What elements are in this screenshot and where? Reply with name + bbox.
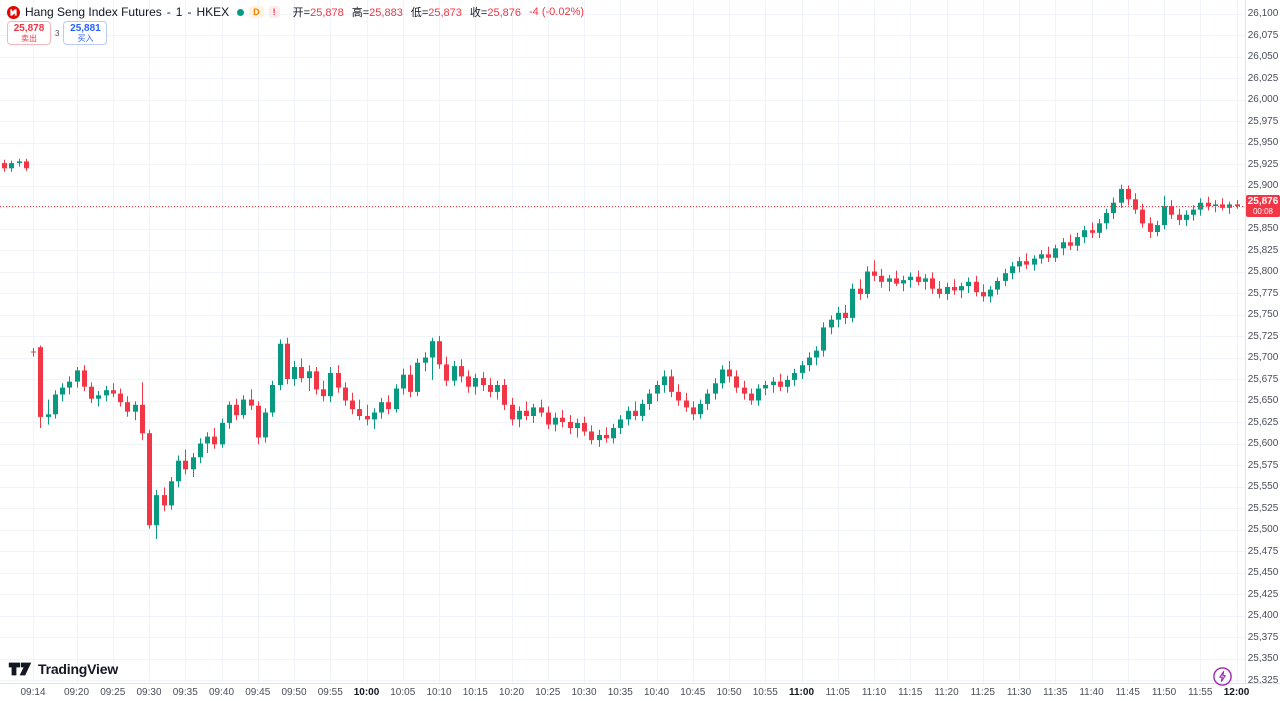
time-tick: 09:45	[245, 687, 271, 698]
change-value: -4 (-0.02%)	[529, 6, 585, 18]
time-tick: 11:00	[788, 687, 815, 698]
time-tick: 11:05	[825, 687, 850, 698]
time-tick: 11:55	[1188, 687, 1213, 698]
symbol-name: Hang Seng Index Futures	[25, 5, 162, 19]
chart-interval: 1	[175, 5, 183, 19]
time-tick: 11:10	[861, 687, 887, 698]
time-tick: 09:35	[172, 687, 198, 698]
price-tick: 25,675	[1247, 373, 1279, 385]
time-tick: 11:40	[1079, 687, 1104, 698]
time-axis[interactable]: 09:14 09:20 09:25 09:30 09:35 09:40 09:45 09:50…	[0, 683, 1280, 701]
price-tick: 25,925	[1247, 158, 1279, 170]
time-tick: 10:00	[353, 687, 380, 698]
candlestick-chart[interactable]	[0, 0, 1245, 683]
price-tick: 25,900	[1247, 180, 1279, 191]
time-tick: 10:55	[752, 687, 778, 698]
price-tick: 25,525	[1247, 502, 1279, 514]
sell-label: 卖出	[21, 34, 37, 43]
symbol-title[interactable]: Hang Seng Index Futures - 1 - HKEX	[25, 5, 230, 19]
price-tick: 26,100	[1247, 8, 1279, 19]
price-tick: 25,500	[1247, 524, 1279, 535]
price-tick: 25,750	[1247, 309, 1279, 320]
price-tick: 25,800	[1247, 266, 1279, 277]
time-tick: 10:50	[716, 687, 742, 698]
price-tick: 25,625	[1247, 416, 1279, 428]
time-tick: 10:35	[607, 687, 633, 698]
tradingview-logo[interactable]: TradingView	[8, 661, 118, 677]
close-value: 25,876	[487, 7, 522, 19]
price-tick: 25,775	[1247, 287, 1279, 299]
price-tick: 25,700	[1247, 352, 1279, 363]
time-tick: 10:45	[680, 687, 706, 698]
buy-label: 买入	[77, 34, 94, 43]
last-price-value: 25,876	[1247, 196, 1279, 208]
ohlc-readout: 开=25,878 高=25,883 低=25,873 收=25,876 -4 (…	[292, 6, 585, 19]
time-tick: 09:40	[208, 687, 235, 698]
time-tick: 09:30	[136, 687, 162, 698]
price-tick: 25,725	[1247, 330, 1279, 342]
price-tick: 25,600	[1247, 438, 1279, 449]
price-tick: 25,400	[1247, 610, 1279, 621]
price-tick: 26,000	[1247, 94, 1279, 105]
time-tick: 11:35	[1043, 687, 1068, 698]
time-tick: 12:00	[1223, 687, 1250, 698]
price-tick: 25,975	[1247, 115, 1279, 127]
high-value: 25,883	[369, 7, 403, 19]
price-tick: 25,475	[1247, 545, 1279, 557]
price-tick: 25,375	[1247, 631, 1279, 643]
price-tick: 25,350	[1247, 653, 1279, 664]
symbol-legend: Hang Seng Index Futures - 1 - HKEX D ! 开…	[7, 4, 584, 20]
price-tick: 25,825	[1247, 244, 1279, 256]
last-price-label: 25,876 00:08	[1246, 195, 1280, 218]
price-tick: 25,575	[1247, 459, 1279, 471]
buy-price: 25,881	[70, 23, 101, 34]
time-tick: 10:20	[498, 687, 525, 698]
lightning-icon[interactable]	[1212, 666, 1233, 687]
sell-price: 25,878	[13, 23, 45, 34]
time-tick: 09:25	[100, 687, 126, 698]
low-value: 25,873	[428, 7, 462, 19]
time-tick: 09:20	[63, 687, 90, 698]
time-tick: 11:30	[1006, 687, 1032, 698]
time-tick: 10:30	[571, 687, 597, 698]
time-tick: 11:25	[970, 687, 995, 698]
time-tick: 10:40	[643, 687, 670, 698]
time-tick: 10:10	[426, 687, 452, 698]
sell-button[interactable]: 25,878 卖出	[7, 21, 51, 45]
time-tick: 09:50	[281, 687, 307, 698]
price-axis[interactable]: 25,325 25,350 25,375 25,400 25,425 25,450 25,4…	[1245, 0, 1280, 686]
price-tick: 26,075	[1247, 29, 1279, 41]
price-tick: 25,425	[1247, 588, 1279, 600]
buy-button[interactable]: 25,881 买入	[63, 21, 108, 45]
time-tick: 11:50	[1151, 687, 1177, 698]
tradingview-logo-text: TradingView	[38, 661, 119, 677]
time-tick: 11:45	[1115, 687, 1140, 698]
time-tick: 10:05	[390, 687, 416, 698]
time-tick: 11:20	[934, 687, 959, 698]
price-tick: 26,025	[1247, 72, 1279, 84]
time-tick: 10:25	[535, 687, 561, 698]
market-status-icon	[237, 8, 245, 16]
price-tick: 25,850	[1247, 223, 1279, 234]
open-value: 25,878	[310, 7, 344, 19]
price-tick: 25,450	[1247, 567, 1279, 578]
exchange-name: HKEX	[196, 5, 230, 19]
delayed-data-badge[interactable]: D	[249, 6, 264, 18]
data-alert-badge[interactable]: !	[268, 6, 280, 18]
trade-panel: 25,878 卖出 3 25,881 买入	[7, 21, 108, 45]
spread-value: 3	[55, 28, 60, 38]
price-tick: 25,950	[1247, 137, 1279, 148]
price-tick: 25,325	[1247, 674, 1279, 686]
tradingview-logo-icon	[8, 661, 32, 677]
price-tick: 25,650	[1247, 395, 1279, 406]
price-tick: 25,550	[1247, 481, 1279, 492]
time-tick: 11:15	[898, 687, 923, 698]
time-tick: 09:14	[20, 687, 46, 698]
symbol-logo-icon	[7, 5, 20, 19]
bar-countdown: 00:08	[1252, 207, 1274, 217]
time-tick: 09:55	[317, 687, 343, 698]
time-tick: 10:15	[462, 687, 488, 698]
price-tick: 26,050	[1247, 51, 1279, 62]
